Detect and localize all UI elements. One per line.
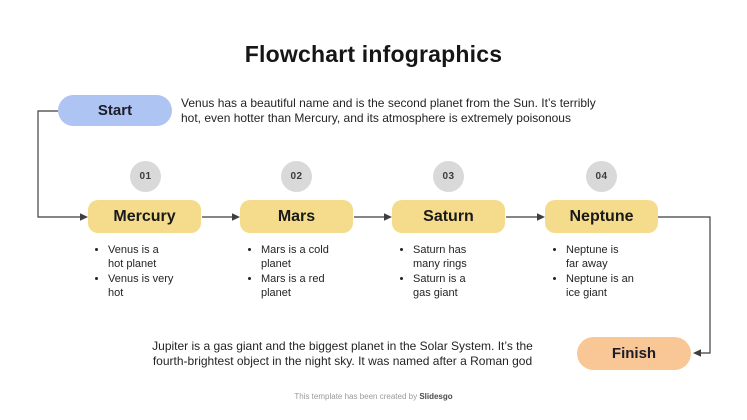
outro-line-2: fourth-brightest object in the night sky… [152,354,533,368]
bullet-item: Neptune is an ice giant [566,272,634,300]
bullet-item: Mars is a red planet [261,272,329,300]
arrowhead-into-saturn [384,213,392,221]
step-box-mars: Mars [240,200,353,233]
step-label-saturn: Saturn [423,207,474,225]
step-number-3: 03 [442,171,455,182]
intro-line-1: Venus has a beautiful name and is the se… [181,96,596,110]
step-bullets-mars: Mars is a cold planet Mars is a red plan… [245,243,329,301]
slide-title: Flowchart infographics [244,41,503,67]
start-node-label: Start [97,102,133,119]
connector-neptune-to-finish [658,216,711,354]
bullet-item: Venus is a hot planet [108,243,176,271]
bullet-item: Saturn has many rings [413,243,481,271]
outro-line-1: Jupiter is a gas giant and the biggest p… [152,339,533,353]
bullet-item: Neptune is far away [566,243,634,271]
step-number-badge-2: 02 [281,161,312,192]
step-number-2: 02 [290,171,303,182]
step-number-badge-4: 04 [586,161,617,192]
start-node: Start [58,95,172,126]
step-bullets-neptune: Neptune is far away Neptune is an ice gi… [550,243,634,301]
step-number-4: 04 [595,171,608,182]
finish-node: Finish [577,337,691,370]
finish-node-label: Finish [611,345,657,362]
credits: This template has been created by Slides… [0,392,747,401]
arrowhead-into-mercury [80,213,88,221]
bullet-item: Saturn is a gas giant [413,272,481,300]
bullet-item: Mars is a cold planet [261,243,329,271]
bullet-item: Venus is very hot [108,272,176,300]
connector-start-to-mercury [37,110,83,218]
step-label-neptune: Neptune [569,207,634,225]
arrowhead-into-mars [232,213,240,221]
arrowhead-into-neptune [537,213,545,221]
step-label-mercury: Mercury [113,207,176,225]
step-number-badge-1: 01 [130,161,161,192]
step-bullets-saturn: Saturn has many rings Saturn is a gas gi… [397,243,481,301]
arrowhead-into-finish [693,349,701,357]
step-box-neptune: Neptune [545,200,658,233]
credits-brand: Slidesgo [419,392,453,401]
step-bullets-mercury: Venus is a hot planet Venus is very hot [92,243,176,301]
step-number-1: 01 [139,171,152,182]
step-number-badge-3: 03 [433,161,464,192]
credits-text: This template has been created by [294,392,420,401]
step-box-saturn: Saturn [392,200,505,233]
intro-line-2: hot, even hotter than Mercury, and its a… [181,111,571,125]
intro-paragraph: Venus has a beautiful name and is the se… [181,96,721,126]
step-label-mars: Mars [277,207,316,225]
step-box-mercury: Mercury [88,200,201,233]
outro-paragraph: Jupiter is a gas giant and the biggest p… [95,339,590,369]
